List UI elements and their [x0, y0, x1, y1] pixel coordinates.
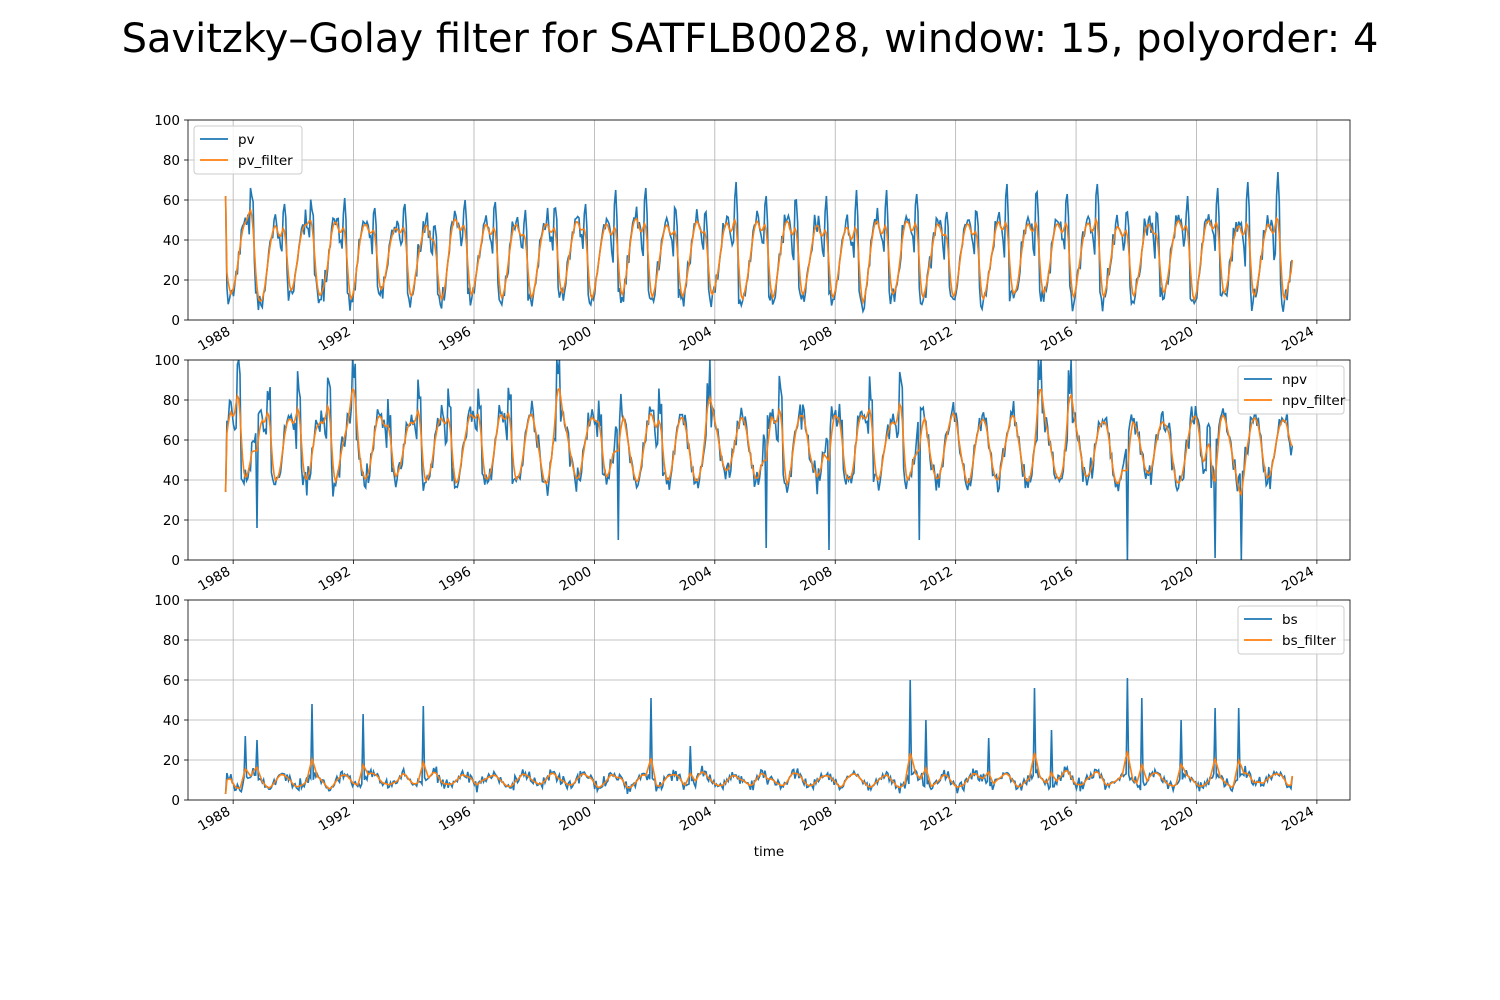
legend-box — [1237, 605, 1345, 655]
y-tick-label: 0 — [171, 313, 180, 329]
y-tick-label: 60 — [163, 193, 180, 209]
y-tick-label: 100 — [154, 593, 180, 609]
legend: pv pv_filter — [193, 125, 303, 175]
y-tick-label: 40 — [163, 713, 180, 729]
plot-area — [224, 171, 1294, 315]
y-tick-label: 20 — [163, 273, 180, 289]
legend-label-npv: npv — [1282, 372, 1307, 388]
legend-label-bs: bs — [1282, 612, 1298, 628]
series-line-npv_filter — [224, 387, 1293, 497]
legend-label-npv_filter: npv_filter — [1282, 393, 1346, 409]
y-tick-label: 40 — [163, 233, 180, 249]
legend-label-pv_filter: pv_filter — [238, 153, 293, 169]
legend-label-pv: pv — [238, 132, 255, 148]
y-tick-label: 80 — [163, 393, 180, 409]
legend-label-bs_filter: bs_filter — [1282, 633, 1336, 649]
series-line-bs_filter — [224, 751, 1294, 795]
series-line-pv — [224, 171, 1293, 315]
plot-area — [224, 360, 1294, 560]
axes-frame — [187, 359, 1351, 561]
legend: bs bs_filter — [1237, 605, 1345, 655]
y-tick-label: 20 — [163, 513, 180, 529]
axes-frame — [187, 599, 1351, 801]
series-line-bs — [224, 677, 1294, 795]
y-tick-label: 100 — [154, 353, 180, 369]
y-tick-label: 60 — [163, 673, 180, 689]
x-axis-label: time — [754, 844, 785, 860]
y-tick-label: 60 — [163, 433, 180, 449]
y-tick-label: 0 — [171, 793, 180, 809]
legend: npv npv_filter — [1237, 365, 1346, 415]
y-tick-label: 0 — [171, 553, 180, 569]
y-tick-label: 100 — [154, 113, 180, 129]
series-line-pv_filter — [224, 195, 1294, 305]
legend-box — [193, 125, 303, 175]
y-tick-label: 20 — [163, 753, 180, 769]
plot-area — [224, 677, 1294, 795]
legend-box — [1237, 365, 1345, 415]
axes-frame — [187, 119, 1351, 321]
figure-title: Savitzky–Golay filter for SATFLB0028, wi… — [122, 16, 1379, 62]
y-tick-label: 40 — [163, 473, 180, 489]
y-tick-label: 80 — [163, 633, 180, 649]
y-tick-label: 80 — [163, 153, 180, 169]
